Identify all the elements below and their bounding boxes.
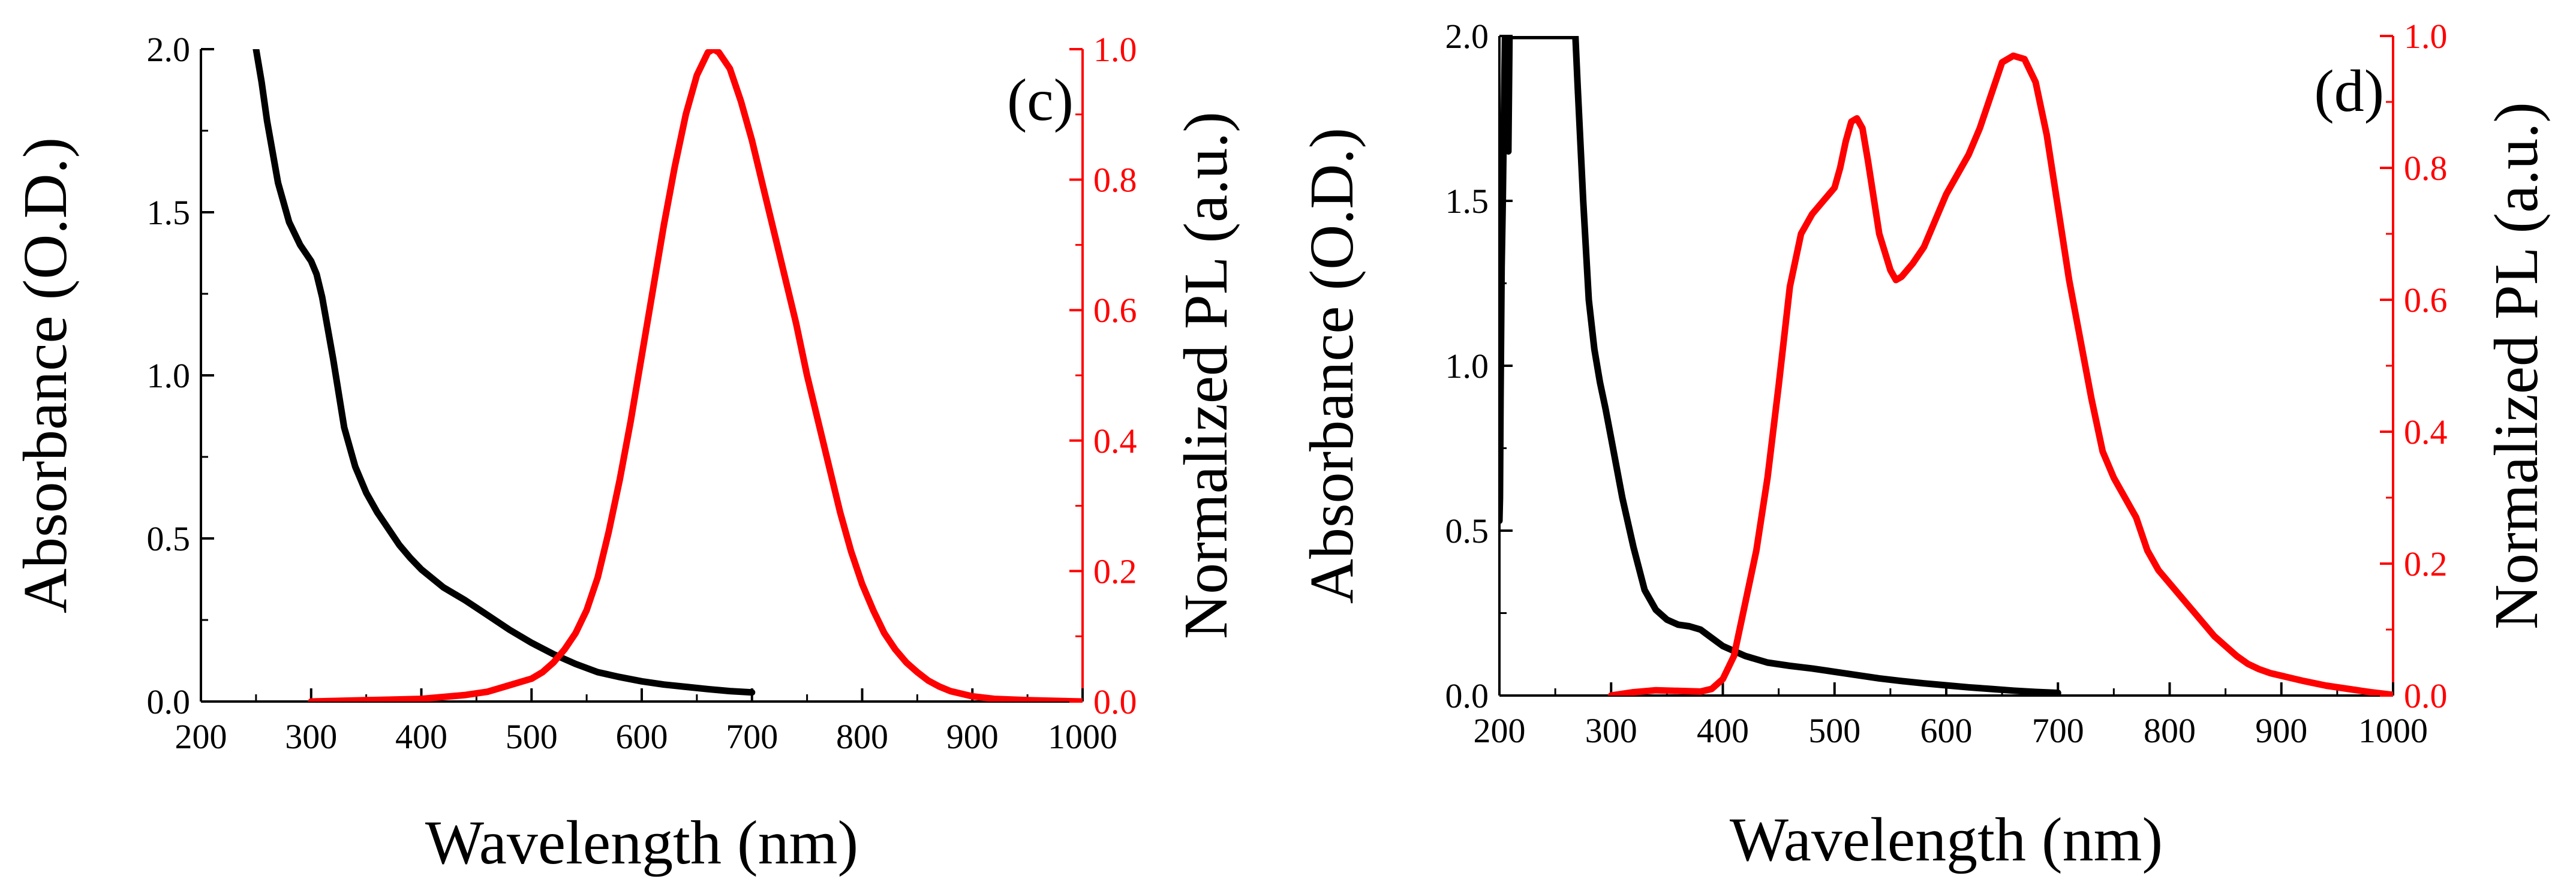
- panel-d-x-tick-label: 500: [1808, 711, 1860, 750]
- panel-c-x-tick-label: 1000: [1048, 717, 1117, 756]
- panel-d-absorbance-line: [1499, 36, 2061, 696]
- panel-d-y-tick-label: 1.0: [1445, 347, 1489, 386]
- panel-c-y2-tick-label: 0.0: [1093, 682, 1137, 721]
- panel-c-pl-line: [308, 49, 1083, 702]
- panel-d-y2-tick-label: 0.6: [2404, 281, 2448, 320]
- panel-c-absorbance-line: [253, 49, 756, 696]
- panel-c-x-axis-title: Wavelength (nm): [425, 808, 858, 877]
- panel-c-y-tick-label: 0.5: [147, 519, 191, 558]
- panel-d-y2-tick-label: 1.0: [2404, 17, 2448, 56]
- panel-c: 200 300 400 500 600 700 800 900 10000.00.51.01.5…: [11, 30, 1240, 877]
- panel-c-x-tick-label: 500: [506, 717, 558, 756]
- panel-c-x-tick-label: 600: [616, 717, 668, 756]
- panel-d-x-tick-label: 1000: [2358, 711, 2428, 750]
- panel-c-y2-tick-label: 0.4: [1093, 422, 1137, 460]
- panel-c-x-tick-label: 700: [726, 717, 778, 756]
- panel-d-y-axis-title: Absorbance (O.D.): [1297, 128, 1366, 604]
- panel-d-y2-tick-label: 0.2: [2404, 544, 2448, 583]
- panel-c-label: (c): [1007, 67, 1074, 133]
- panel-d-x-tick-label: 800: [2144, 711, 2196, 750]
- panel-d: 200 300 400 500 600 700 800 900 10000.00.51.01.5…: [1297, 17, 2551, 874]
- panel-d-y2-tick-label: 0.0: [2404, 676, 2448, 715]
- panel-c-x-tick-label: 200: [175, 717, 227, 756]
- panel-d-y-tick-label: 1.5: [1445, 182, 1489, 221]
- panel-d-y-tick-label: 0.0: [1445, 676, 1489, 715]
- panel-d-label: (d): [2314, 58, 2384, 124]
- panel-c-x-tick-label: 300: [285, 717, 337, 756]
- panel-d-y2-tick-label: 0.8: [2404, 149, 2448, 188]
- panel-c-y-tick-label: 0.0: [147, 682, 191, 721]
- panel-d-x-axis-title: Wavelength (nm): [1730, 805, 2163, 874]
- panel-c-x-tick-label: 900: [946, 717, 999, 756]
- panel-d-x-tick-label: 300: [1585, 711, 1637, 750]
- panel-c-y-tick-label: 1.5: [147, 193, 191, 232]
- panel-c-x-tick-label: 400: [395, 717, 447, 756]
- panel-d-y-tick-label: 2.0: [1445, 17, 1489, 56]
- panel-d-x-tick-label: 600: [1920, 711, 1973, 750]
- panel-d-x-tick-label: 400: [1697, 711, 1749, 750]
- panel-c-y2-tick-label: 0.2: [1093, 552, 1137, 591]
- panel-c-y2-tick-label: 0.6: [1093, 291, 1137, 330]
- panel-c-y-tick-label: 1.0: [147, 356, 191, 395]
- panel-c-x-tick-label: 800: [836, 717, 888, 756]
- panel-c-y-tick-label: 2.0: [147, 30, 191, 69]
- panel-d-x-tick-label: 200: [1474, 711, 1526, 750]
- panel-d-y-tick-label: 0.5: [1445, 511, 1489, 550]
- panel-c-y2-tick-label: 1.0: [1093, 30, 1137, 69]
- panel-c-y-axis-title: Absorbance (O.D.): [11, 137, 80, 613]
- panel-d-pl-line: [1607, 52, 2393, 696]
- panel-d-y2-tick-label: 0.4: [2404, 413, 2448, 451]
- panel-d-x-tick-label: 900: [2255, 711, 2307, 750]
- panel-d-x-tick-label: 700: [2032, 711, 2084, 750]
- panel-c-y2-tick-label: 0.8: [1093, 161, 1137, 200]
- panel-c-y2-axis-title: Normalized PL (a.u.): [1171, 112, 1240, 639]
- panel-d-y2-axis-title: Normalized PL (a.u.): [2482, 102, 2551, 630]
